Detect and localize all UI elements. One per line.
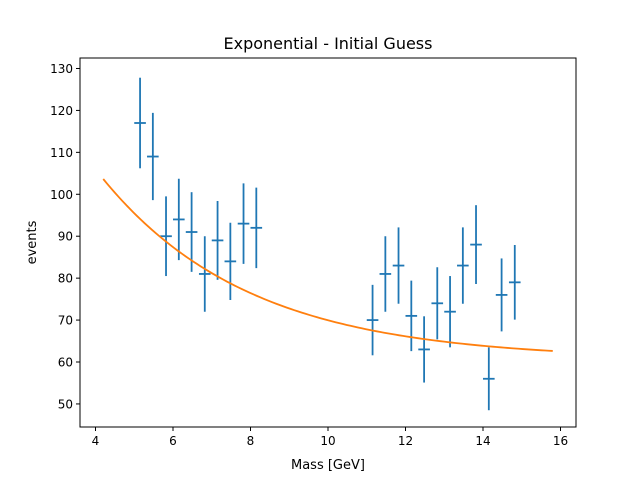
- data-point: [211, 200, 224, 280]
- data-point: [250, 187, 263, 269]
- y-tick-label: 60: [58, 356, 73, 370]
- y-tick-label: 120: [50, 104, 73, 118]
- y-tick-label: 110: [50, 146, 73, 160]
- x-tick-label: 6: [169, 434, 177, 448]
- y-tick-label: 100: [50, 188, 73, 202]
- y-tick-label: 90: [58, 230, 73, 244]
- data-point: [418, 316, 430, 383]
- y-tick-label: 70: [58, 314, 73, 328]
- data-point: [379, 236, 392, 312]
- data-point: [508, 245, 521, 320]
- data-point: [198, 236, 211, 312]
- x-tick-label: 8: [247, 434, 255, 448]
- y-tick-label: 50: [58, 397, 73, 411]
- y-axis-label: events: [25, 220, 40, 264]
- data-point: [224, 222, 237, 300]
- data-point: [470, 205, 482, 285]
- data-point: [457, 227, 469, 304]
- chart-title: Exponential - Initial Guess: [224, 34, 433, 53]
- data-point: [431, 267, 444, 340]
- data-point: [173, 178, 185, 261]
- plot-area: [102, 77, 553, 411]
- data-point: [237, 183, 250, 264]
- data-point: [483, 347, 495, 411]
- data-point: [147, 112, 159, 201]
- x-tick-label: 4: [92, 434, 100, 448]
- x-tick-label: 10: [320, 434, 335, 448]
- data-point: [185, 192, 198, 272]
- x-tick-label: 14: [475, 434, 490, 448]
- y-axis: 50 60 70 80 90 100 110 120 130: [50, 62, 80, 411]
- data-point: [495, 258, 508, 332]
- data-point: [160, 196, 172, 277]
- data-point: [392, 227, 405, 304]
- y-tick-label: 130: [50, 62, 73, 76]
- fit-curve: [102, 178, 553, 352]
- data-point: [366, 284, 379, 356]
- x-tick-label: 12: [398, 434, 413, 448]
- data-point: [134, 77, 146, 169]
- x-axis-label: Mass [GeV]: [291, 458, 365, 473]
- x-tick-label: 16: [553, 434, 568, 448]
- y-tick-label: 80: [58, 272, 73, 286]
- data-point: [405, 280, 418, 352]
- x-axis: 4 6 8 10 12 14 16: [92, 427, 568, 448]
- data-point: [444, 276, 456, 348]
